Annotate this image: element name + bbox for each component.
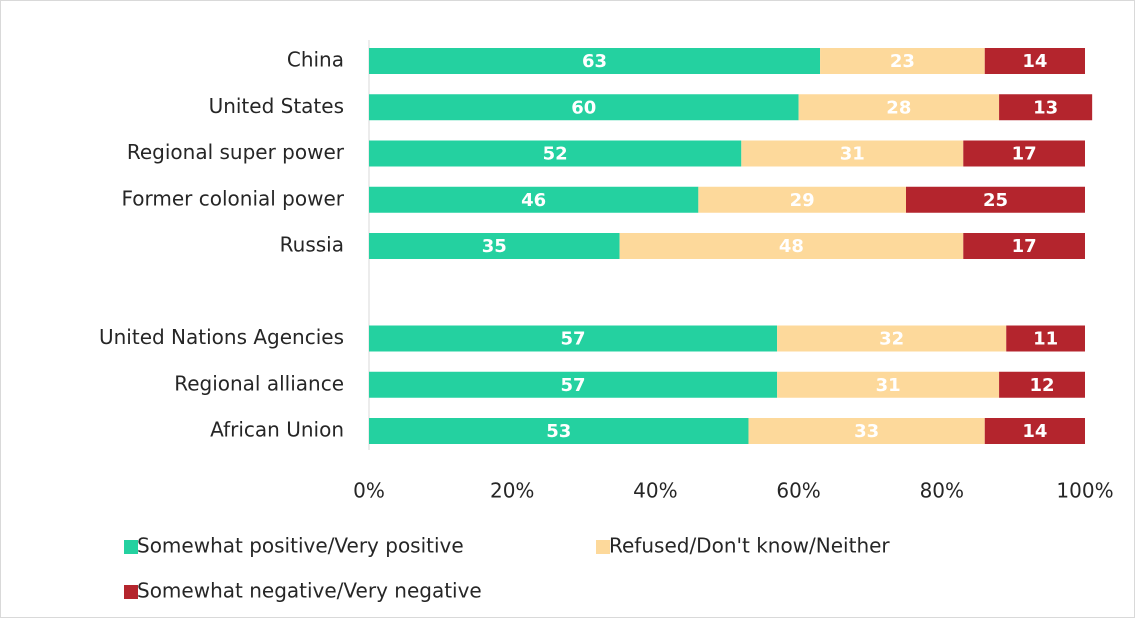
bar-segment (999, 371, 1085, 398)
bar-segment (748, 418, 985, 444)
bar-segment (1006, 325, 1085, 352)
x-tick-label: 100% (1056, 479, 1113, 503)
value-label: 13 (1033, 97, 1058, 118)
value-label: 32 (879, 329, 904, 350)
bar-segment (741, 140, 964, 167)
category-label: Former colonial power (121, 186, 344, 210)
value-label: 33 (854, 421, 879, 442)
value-label: 25 (983, 190, 1008, 211)
bar-segment (369, 186, 699, 213)
bar-segment (984, 48, 1085, 74)
value-label: 29 (790, 190, 815, 211)
x-tick-label: 20% (490, 479, 534, 503)
value-label: 57 (561, 375, 586, 396)
bar-segment (963, 233, 1085, 259)
value-label: 31 (840, 144, 865, 165)
bar-segment (798, 94, 1000, 121)
bar-segment (984, 418, 1085, 444)
bar-segment (369, 418, 749, 444)
value-label: 14 (1022, 421, 1047, 442)
x-tick-label: 60% (776, 479, 820, 503)
value-label: 57 (561, 329, 586, 350)
value-label: 48 (779, 236, 804, 257)
value-label: 46 (521, 190, 546, 211)
category-label: United States (209, 94, 344, 118)
value-label: 35 (482, 236, 507, 257)
value-label: 17 (1012, 144, 1037, 165)
legend-swatch (124, 540, 138, 554)
category-label: China (287, 48, 344, 72)
category-label: Regional alliance (174, 371, 344, 395)
bar-segment (369, 371, 778, 398)
bar-segment (369, 94, 799, 121)
x-tick-label: 80% (920, 479, 964, 503)
legend-swatch (596, 540, 610, 554)
bar-segment (963, 140, 1085, 167)
value-label: 31 (876, 375, 901, 396)
bar-segment (619, 233, 964, 259)
value-label: 63 (582, 51, 607, 72)
bar-segment (820, 48, 985, 74)
value-label: 53 (546, 421, 571, 442)
value-label: 23 (890, 51, 915, 72)
value-label: 52 (543, 144, 568, 165)
value-label: 60 (571, 97, 596, 118)
category-label: Russia (280, 233, 344, 257)
bar-segment (369, 233, 620, 259)
category-label: United Nations Agencies (99, 325, 344, 349)
bar-segment (777, 325, 1007, 352)
value-label: 11 (1033, 329, 1058, 350)
legend-swatch (124, 585, 138, 599)
value-label: 12 (1030, 375, 1055, 396)
legend-label: Somewhat negative/Very negative (137, 579, 482, 603)
value-label: 14 (1022, 51, 1047, 72)
x-tick-label: 0% (353, 479, 385, 503)
bar-segment (369, 48, 821, 74)
category-label: Regional super power (127, 140, 345, 164)
legend-label: Somewhat positive/Very positive (137, 534, 464, 558)
x-tick-label: 40% (633, 479, 677, 503)
bar-segment (698, 186, 906, 213)
value-label: 28 (886, 97, 911, 118)
bar-segment (777, 371, 1000, 398)
bar-segment (906, 186, 1085, 213)
legend-label: Refused/Don't know/Neither (609, 534, 890, 558)
bar-segment (999, 94, 1093, 121)
bar-segment (369, 140, 742, 167)
category-label: African Union (210, 418, 344, 442)
value-label: 17 (1012, 236, 1037, 257)
bar-segment (369, 325, 778, 352)
